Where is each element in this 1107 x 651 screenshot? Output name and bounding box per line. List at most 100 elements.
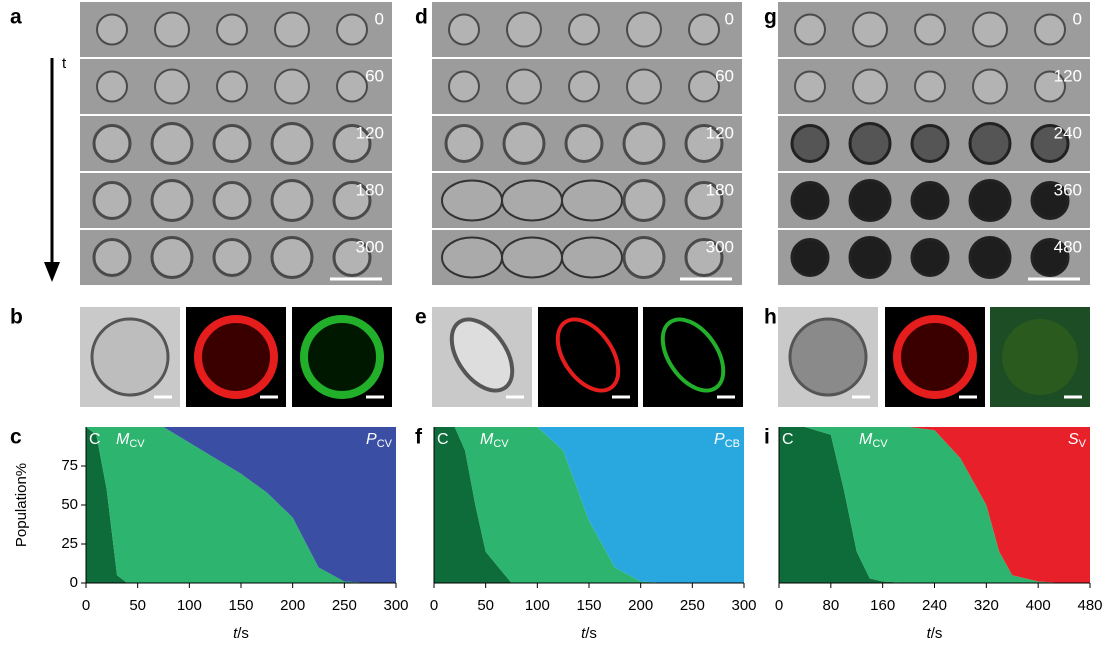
series-subscript: V	[1079, 438, 1087, 450]
time-label: 240	[1054, 123, 1082, 142]
x-tick-label: 0	[430, 597, 438, 614]
series-name: M	[859, 431, 873, 448]
droplet	[562, 181, 622, 221]
vesicle	[897, 319, 973, 395]
droplet	[272, 238, 312, 278]
time-label: 120	[706, 123, 734, 142]
droplet	[94, 126, 130, 162]
y-tick-label: 25	[61, 535, 78, 552]
droplet	[915, 15, 945, 45]
droplet	[502, 181, 562, 221]
x-axis-label-unit: /s	[237, 625, 249, 642]
series-subscript: CB	[725, 438, 740, 450]
x-tick-label: 80	[822, 597, 839, 614]
droplet	[795, 15, 825, 45]
droplet	[912, 126, 948, 162]
time-label: 480	[1054, 237, 1082, 256]
droplet	[973, 70, 1007, 104]
series-subscript: CV	[872, 438, 888, 450]
droplet	[275, 13, 309, 47]
panel-letter: f	[415, 426, 423, 449]
figure: abcdefghit060120180300060120180300012024…	[0, 0, 1107, 646]
series-name: P	[366, 431, 377, 448]
droplet	[792, 126, 828, 162]
droplet	[850, 124, 890, 164]
series-subscript: CV	[493, 438, 509, 450]
droplet	[792, 240, 828, 276]
panel-letter: c	[10, 426, 22, 449]
droplet	[152, 124, 192, 164]
series-subscript: CV	[377, 438, 393, 450]
x-tick-label: 100	[177, 597, 202, 614]
x-tick-label: 200	[280, 597, 305, 614]
droplet	[973, 13, 1007, 47]
series-name: C	[89, 431, 101, 448]
droplet	[446, 126, 482, 162]
x-axis-label-unit: /s	[585, 625, 597, 642]
droplet	[970, 181, 1010, 221]
droplet	[449, 15, 479, 45]
droplet	[275, 70, 309, 104]
x-tick-label: 400	[1026, 597, 1051, 614]
time-label: 0	[1073, 9, 1082, 28]
vesicle	[198, 319, 274, 395]
series-name: M	[116, 431, 130, 448]
time-label: 180	[356, 180, 384, 199]
x-tick-label: 200	[628, 597, 653, 614]
arrow-label: t	[62, 55, 67, 72]
series-name: P	[714, 431, 725, 448]
time-label: 300	[706, 237, 734, 256]
time-label: 0	[375, 9, 384, 28]
droplet	[970, 124, 1010, 164]
x-tick-label: 300	[383, 597, 408, 614]
droplet	[566, 126, 602, 162]
droplet	[155, 70, 189, 104]
time-label: 0	[725, 9, 734, 28]
y-tick-label: 50	[61, 496, 78, 513]
droplet	[970, 238, 1010, 278]
x-tick-label: 50	[477, 597, 494, 614]
droplet	[214, 183, 250, 219]
droplet	[853, 13, 887, 47]
droplet	[1035, 15, 1065, 45]
droplet	[562, 238, 622, 278]
x-tick-label: 250	[332, 597, 357, 614]
time-label: 60	[715, 66, 734, 85]
droplet	[569, 72, 599, 102]
droplet	[214, 240, 250, 276]
x-tick-label: 150	[576, 597, 601, 614]
droplet	[627, 13, 661, 47]
time-arrow-head	[44, 262, 60, 282]
series-subscript: CV	[129, 438, 145, 450]
droplet	[97, 15, 127, 45]
x-axis-label-unit: /s	[931, 625, 943, 642]
droplet	[97, 72, 127, 102]
series-name: C	[437, 431, 449, 448]
x-tick-label: 480	[1077, 597, 1102, 614]
droplet	[912, 183, 948, 219]
droplet	[337, 15, 367, 45]
droplet	[94, 183, 130, 219]
droplet	[915, 72, 945, 102]
droplet	[272, 124, 312, 164]
panel-letter: h	[764, 306, 777, 329]
droplet	[217, 72, 247, 102]
y-tick-label: 0	[70, 574, 78, 591]
panel-letter: d	[415, 6, 428, 29]
droplet	[442, 181, 502, 221]
droplet	[624, 181, 664, 221]
x-axis-label: t/s	[581, 625, 597, 642]
droplet	[624, 238, 664, 278]
x-tick-label: 320	[974, 597, 999, 614]
time-label: 120	[356, 123, 384, 142]
time-label: 60	[365, 66, 384, 85]
y-tick-label: 75	[61, 457, 78, 474]
vesicle	[790, 319, 866, 395]
droplet	[442, 238, 502, 278]
x-tick-label: 250	[680, 597, 705, 614]
droplet	[853, 70, 887, 104]
x-tick-label: 50	[129, 597, 146, 614]
x-axis-label: t/s	[927, 625, 943, 642]
droplet	[689, 15, 719, 45]
droplet	[502, 238, 562, 278]
